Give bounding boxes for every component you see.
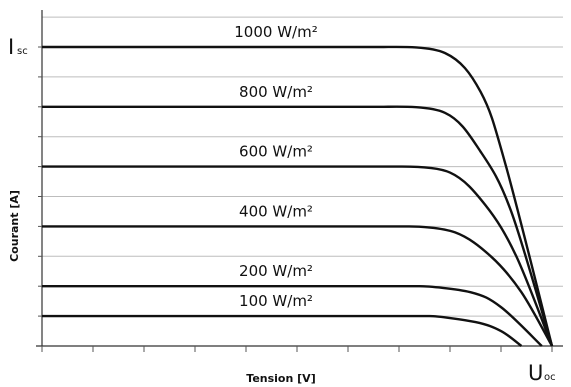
curve-label-1000: 1000 W/m² [234, 23, 317, 41]
isc-marker: I sc [8, 35, 28, 59]
curve-label-800: 800 W/m² [239, 83, 313, 101]
iv-curve-600 [42, 165, 554, 347]
uoc-main: U [528, 361, 543, 385]
iv-curve-200 [42, 285, 543, 347]
curve-label-600: 600 W/m² [239, 143, 313, 161]
y-axis-title: Courant [A] [8, 190, 21, 262]
iv-curve-100 [42, 314, 523, 347]
curve-label-100: 100 W/m² [239, 292, 313, 310]
curve-label-200: 200 W/m² [239, 262, 313, 280]
uoc-marker: U oc [528, 361, 556, 385]
iv-curve-1000 [42, 45, 554, 347]
iv-curve-800 [42, 105, 554, 347]
uoc-sub: oc [544, 372, 556, 383]
iv-curve-400 [42, 225, 554, 347]
x-axis-title: Tension [V] [246, 372, 315, 385]
isc-sub: sc [17, 46, 28, 57]
isc-main: I [8, 35, 14, 59]
curve-label-400: 400 W/m² [239, 202, 313, 220]
curve-labels: 1000 W/m² 800 W/m² 600 W/m² 400 W/m² 200 W/m… [234, 23, 317, 310]
axes [36, 10, 563, 352]
curves [42, 45, 554, 347]
